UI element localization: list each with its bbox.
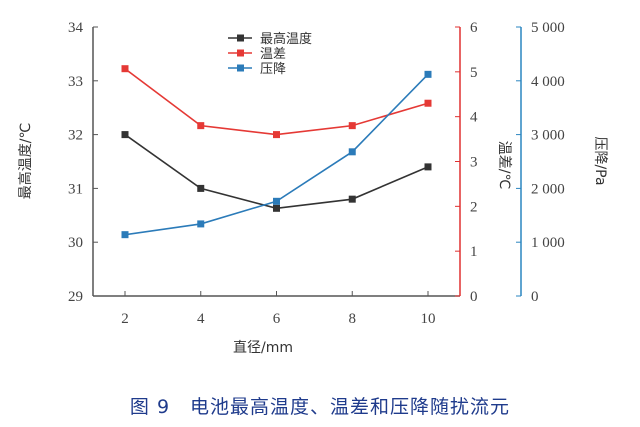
left-tick-label: 32 [68,128,83,144]
legend-marker-3 [237,64,244,72]
right2-tick-label: 1 000 [531,235,565,251]
x-axis-title: 直径/mm [233,339,293,356]
right1-tick-label: 6 [470,20,478,36]
legend-marker-1 [237,34,244,42]
series-1-point [424,163,432,171]
right2-tick-label: 4 000 [531,74,565,90]
series-line-1 [124,133,429,210]
series-2-point [121,65,129,73]
right1-tick-label: 0 [470,289,478,305]
right1-tick-label: 3 [470,155,478,171]
series-2-point [424,99,432,107]
series-1-point [273,204,280,212]
x-tick-label: 10 [421,311,436,327]
right1-axis-title: 温差/℃ [496,141,512,189]
series-3-point [348,148,356,156]
left-axis-title: 最高温度/℃ [17,123,34,199]
series-1-point [348,195,356,203]
right2-axis-title: 压降/Pa [592,136,608,185]
left-tick-label: 34 [68,20,84,36]
legend-label-1: 最高温度 [260,31,312,47]
series-3-point [121,231,129,239]
series-3-point [273,197,280,205]
series-2-point [348,122,356,130]
right2-tick-label: 3 000 [531,128,565,144]
right1-tick-label: 4 [470,110,478,126]
left-tick-label: 29 [68,289,83,305]
series-2-point [273,131,280,139]
x-tick-label: 2 [121,311,129,327]
right2-tick-label: 2 000 [531,181,565,197]
right1-tick-label: 2 [470,199,478,215]
legend-marker-2 [237,49,244,57]
series-2-point [197,122,205,130]
right1-tick-label: 5 [470,65,478,81]
series-3-point [424,70,432,78]
figure-caption: 图 9 电池最高温度、温差和压降随扰流元 [129,396,511,418]
left-tick-label: 33 [68,74,83,90]
series-line-2 [124,68,429,136]
left-tick-label: 31 [68,181,83,197]
right2-tick-label: 5 000 [531,20,565,36]
left-tick-label: 30 [68,235,83,251]
right2-tick-label: 0 [531,289,539,305]
right1-tick-label: 1 [470,244,478,260]
series-3-point [197,220,205,228]
x-tick-label: 8 [349,311,357,327]
series-1-point [197,184,205,192]
x-tick-label: 6 [273,311,281,327]
legend-label-3: 压降 [260,62,286,77]
legend-label-2: 温差 [260,47,286,62]
x-tick-label: 4 [197,311,205,327]
series-1-point [121,131,129,139]
